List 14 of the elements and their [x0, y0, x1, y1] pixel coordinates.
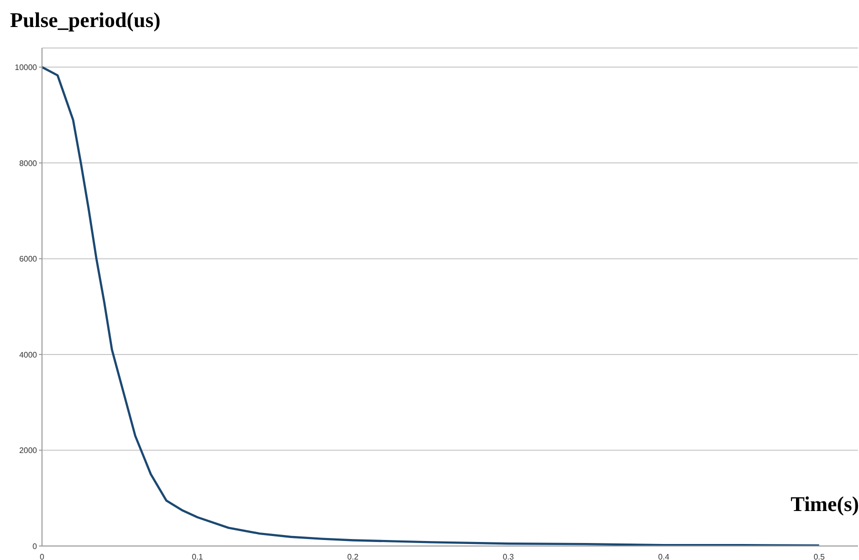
x-axis-title: Time(s)	[790, 492, 859, 517]
y-tick-label: 8000	[19, 158, 38, 168]
y-tick-label: 2000	[19, 446, 38, 456]
y-tick-label: 10000	[14, 62, 38, 72]
y-tick-label: 4000	[19, 350, 38, 360]
x-tick-label: 0.1	[192, 552, 204, 560]
x-tick-label: 0.2	[347, 552, 359, 560]
x-tick-label: 0.4	[658, 552, 670, 560]
y-axis-title: Pulse_period(us)	[10, 8, 165, 33]
y-tick-label: 0	[32, 542, 38, 551]
x-tick-label: 0.5	[814, 552, 826, 560]
x-tick-label: 0	[40, 552, 45, 560]
y-tick-label: 6000	[19, 254, 38, 264]
x-tick-label: 0.3	[502, 552, 514, 560]
